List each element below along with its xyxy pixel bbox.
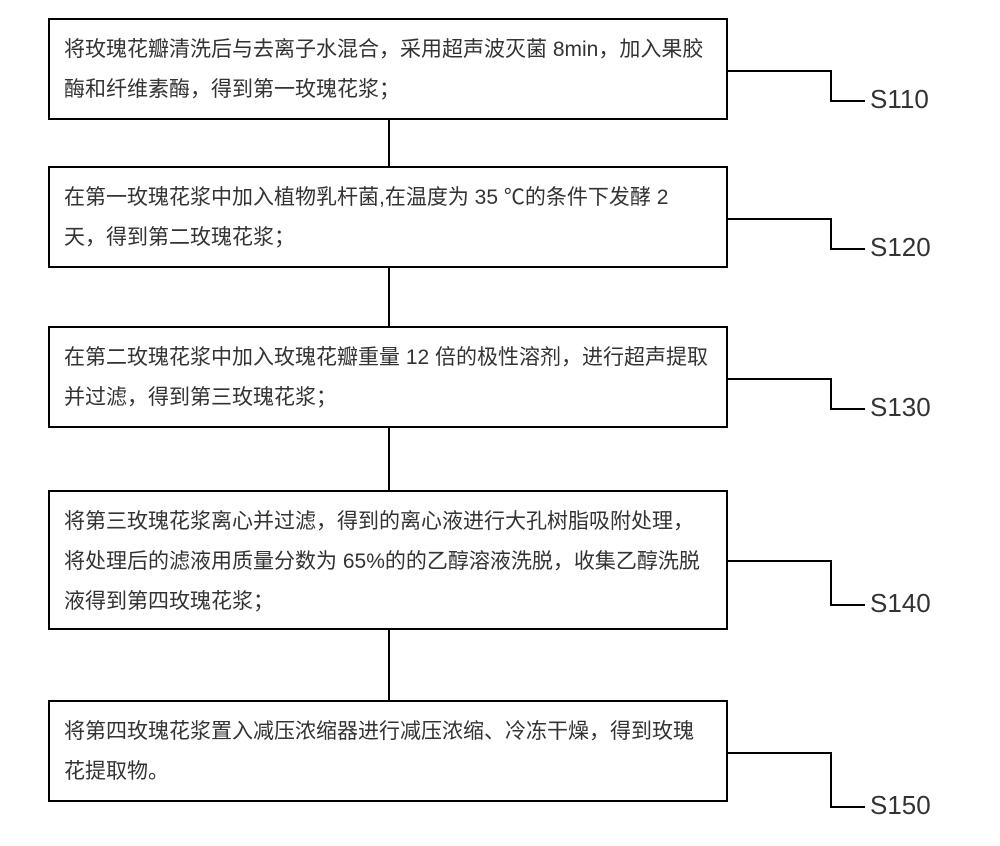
flow-arrow-1 — [388, 120, 390, 166]
connector-h2 — [830, 408, 865, 410]
step-text: 将第三玫瑰花浆离心并过滤，得到的离心液进行大孔树脂吸附处理，将处理后的滤液用质量… — [64, 510, 700, 613]
step-box-s150: 将第四玫瑰花浆置入减压浓缩器进行减压浓缩、冷冻干燥，得到玫瑰花提取物。 — [48, 700, 728, 802]
step-box-s140: 将第三玫瑰花浆离心并过滤，得到的离心液进行大孔树脂吸附处理，将处理后的滤液用质量… — [48, 490, 728, 630]
step-box-s120: 在第一玫瑰花浆中加入植物乳杆菌,在温度为 35 ℃的条件下发酵 2 天，得到第二… — [48, 166, 728, 268]
connector-h2 — [830, 806, 865, 808]
connector-h2 — [830, 604, 865, 606]
connector-h1 — [728, 218, 830, 220]
connector-h2 — [830, 100, 865, 102]
connector-v — [830, 752, 832, 808]
connector-h1 — [728, 378, 830, 380]
connector-h1 — [728, 560, 830, 562]
step-text: 在第二玫瑰花浆中加入玫瑰花瓣重量 12 倍的极性溶剂，进行超声提取并过滤，得到第… — [64, 346, 708, 409]
flow-arrow-3 — [388, 428, 390, 490]
step-text: 将第四玫瑰花浆置入减压浓缩器进行减压浓缩、冷冻干燥，得到玫瑰花提取物。 — [64, 720, 694, 783]
step-box-s130: 在第二玫瑰花浆中加入玫瑰花瓣重量 12 倍的极性溶剂，进行超声提取并过滤，得到第… — [48, 326, 728, 428]
flowchart-canvas: 将玫瑰花瓣清洗后与去离子水混合，采用超声波灭菌 8min，加入果胶酶和纤维素酶，… — [0, 0, 1000, 846]
step-text: 在第一玫瑰花浆中加入植物乳杆菌,在温度为 35 ℃的条件下发酵 2 天，得到第二… — [64, 186, 668, 249]
connector-v — [830, 218, 832, 250]
step-label-s150: S150 — [870, 790, 931, 821]
connector-h1 — [728, 752, 830, 754]
step-label-s140: S140 — [870, 588, 931, 619]
step-text: 将玫瑰花瓣清洗后与去离子水混合，采用超声波灭菌 8min，加入果胶酶和纤维素酶，… — [64, 38, 703, 101]
connector-v — [830, 70, 832, 102]
flow-arrow-4 — [388, 630, 390, 700]
connector-h1 — [728, 70, 830, 72]
step-label-s130: S130 — [870, 392, 931, 423]
step-label-s110: S110 — [870, 84, 929, 115]
connector-h2 — [830, 248, 865, 250]
connector-v — [830, 378, 832, 410]
connector-v — [830, 560, 832, 606]
step-label-s120: S120 — [870, 232, 931, 263]
step-box-s110: 将玫瑰花瓣清洗后与去离子水混合，采用超声波灭菌 8min，加入果胶酶和纤维素酶，… — [48, 18, 728, 120]
flow-arrow-2 — [388, 268, 390, 326]
